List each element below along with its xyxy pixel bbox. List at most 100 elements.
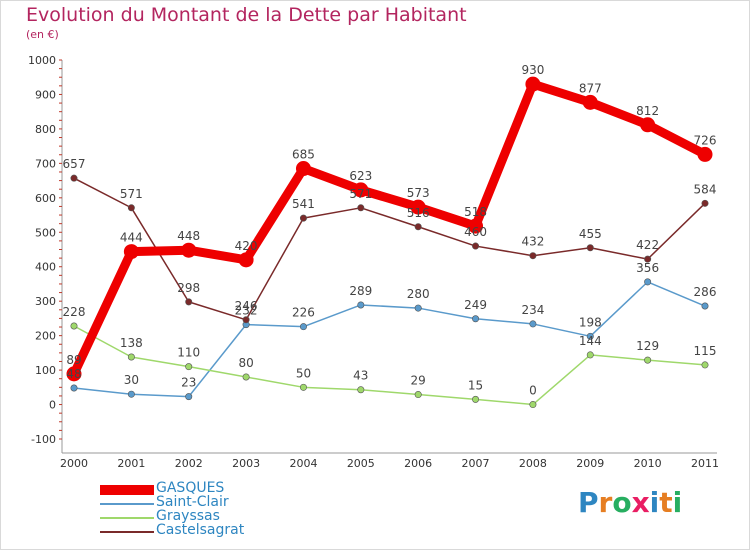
data-point (414, 304, 422, 312)
data-label: 249 (464, 298, 487, 312)
data-point (586, 351, 594, 359)
data-point (697, 146, 713, 162)
data-label: 571 (120, 187, 143, 201)
y-tick-label: 500 (35, 226, 56, 239)
data-point (701, 302, 709, 310)
data-point (410, 199, 426, 215)
data-label: 812 (636, 104, 659, 118)
data-point (644, 356, 652, 364)
data-label: 930 (521, 63, 544, 77)
data-label: 444 (120, 231, 143, 245)
data-label: 518 (464, 205, 487, 219)
series-lines (69, 79, 710, 406)
data-label: 246 (235, 299, 258, 313)
data-label: 234 (521, 303, 544, 317)
data-label: 286 (694, 285, 717, 299)
legend-label: Grayssas (156, 508, 220, 524)
data-point (472, 242, 480, 250)
data-point (353, 182, 369, 198)
data-label: 356 (636, 261, 659, 275)
legend-swatch (100, 517, 154, 519)
chart-axes: -100010020030040050060070080090010002000… (28, 54, 719, 470)
y-tick-label: 600 (35, 192, 56, 205)
logo-letter: t (659, 486, 673, 519)
data-label: 541 (292, 197, 315, 211)
data-label: 30 (124, 373, 139, 387)
data-point (70, 384, 78, 392)
data-label: 623 (349, 169, 372, 183)
data-point (357, 386, 365, 394)
x-tick-label: 2008 (519, 457, 547, 470)
data-label: 289 (349, 284, 372, 298)
data-label: 448 (177, 229, 200, 243)
data-label: 657 (63, 157, 86, 171)
data-label: 455 (579, 227, 602, 241)
logo-letter: i (649, 486, 660, 519)
data-point (299, 214, 307, 222)
data-label: 460 (464, 225, 487, 239)
data-point (242, 316, 250, 324)
data-label: 877 (579, 81, 602, 95)
data-label: 23 (181, 376, 196, 390)
data-label: 584 (694, 182, 717, 196)
data-label: 198 (579, 315, 602, 329)
data-point (185, 298, 193, 306)
data-point (299, 323, 307, 331)
y-tick-label: 200 (35, 330, 56, 343)
data-label: 48 (66, 367, 81, 381)
x-tick-label: 2010 (634, 457, 662, 470)
y-tick-label: 100 (35, 364, 56, 377)
data-point (644, 255, 652, 263)
data-point (529, 401, 537, 409)
data-label: 138 (120, 336, 143, 350)
legend-label: Saint-Clair (156, 494, 229, 510)
data-point (357, 204, 365, 212)
chart-title: Evolution du Montant de la Dette par Hab… (26, 4, 467, 26)
data-point (472, 395, 480, 403)
data-label: 232 (235, 304, 258, 318)
logo-letter: r (598, 486, 613, 519)
y-tick-label: 900 (35, 88, 56, 101)
y-tick-label: 0 (49, 399, 56, 412)
series-points (66, 76, 713, 409)
logo-letter: x (631, 486, 650, 519)
data-label: 298 (177, 281, 200, 295)
data-label: 115 (694, 344, 717, 358)
data-point (414, 223, 422, 231)
x-tick-label: 2003 (232, 457, 260, 470)
data-label: 129 (636, 339, 659, 353)
data-label: 0 (529, 384, 537, 398)
y-tick-label: 700 (35, 157, 56, 170)
line-chart: -100010020030040050060070080090010002000… (28, 54, 719, 470)
y-tick-label: 1000 (28, 54, 56, 67)
data-point (70, 174, 78, 182)
data-point (529, 320, 537, 328)
series-line (73, 325, 706, 406)
data-point (357, 301, 365, 309)
x-tick-label: 2005 (347, 457, 375, 470)
chart-subtitle: (en €) (26, 28, 59, 41)
x-tick-label: 2000 (60, 457, 88, 470)
data-label: 571 (349, 187, 372, 201)
data-point (295, 161, 311, 177)
data-label: 89 (66, 353, 81, 367)
data-point (701, 361, 709, 369)
data-point (238, 252, 254, 268)
data-label: 422 (636, 238, 659, 252)
legend-swatch (100, 503, 154, 505)
x-tick-label: 2009 (576, 457, 604, 470)
legend-swatch (100, 485, 154, 495)
data-point (586, 244, 594, 252)
data-point (414, 391, 422, 399)
data-label: 144 (579, 334, 602, 348)
data-label: 80 (238, 356, 253, 370)
x-tick-label: 2006 (404, 457, 432, 470)
series-line (73, 281, 706, 398)
proxiti-logo: Proxiti (578, 486, 682, 519)
series-labels: 89 444 448 420 685 623 573 518 930 877 812 726 48 30 2… (63, 63, 717, 397)
data-point (185, 393, 193, 401)
y-tick-label: -100 (31, 433, 56, 446)
series-line (69, 79, 710, 379)
data-label: 15 (468, 378, 483, 392)
data-label: 280 (407, 287, 430, 301)
